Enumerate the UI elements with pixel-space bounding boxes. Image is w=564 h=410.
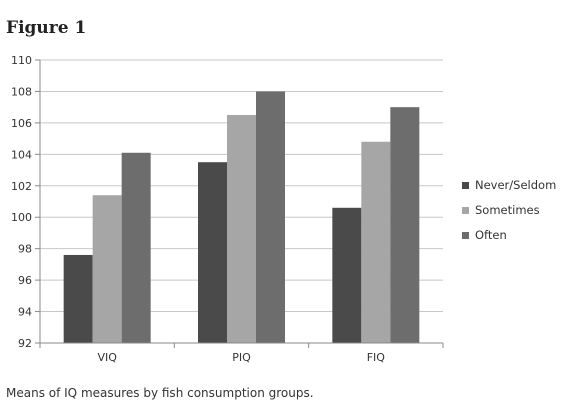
figure-title: Figure 1 [6, 18, 87, 38]
figure-caption: Means of IQ measures by fish consumption… [6, 386, 314, 400]
y-tick-label: 94 [18, 306, 32, 319]
legend-swatch [462, 232, 469, 239]
bar-fiq-often [390, 107, 420, 344]
y-tick-label: 102 [11, 180, 32, 193]
y-axis-ticks: 92 94 96 98 100 102 104 106 108 110 [11, 54, 40, 350]
legend: Never/Seldom Sometimes Often [462, 178, 556, 242]
x-tick-label: FIQ [367, 351, 386, 364]
y-tick-label: 92 [18, 337, 32, 350]
legend-label: Sometimes [475, 203, 540, 217]
axes [39, 60, 443, 344]
x-tick-label: VIQ [97, 351, 117, 364]
y-tick-label: 106 [11, 117, 32, 130]
bar-fiq-never-seldom [332, 207, 362, 343]
y-tick-label: 110 [11, 54, 32, 67]
legend-swatch [462, 182, 469, 189]
y-tick-label: 98 [18, 243, 32, 256]
bar-piq-never-seldom [198, 162, 227, 343]
y-tick-label: 100 [11, 211, 32, 224]
legend-swatch [462, 207, 469, 214]
y-tick-label: 104 [11, 148, 32, 161]
legend-label: Never/Seldom [475, 178, 556, 192]
x-tick-label: PIQ [232, 351, 251, 364]
x-axis-ticks: VIQ PIQ FIQ [39, 343, 444, 364]
bars [63, 91, 420, 344]
bar-viq-never-seldom [63, 254, 93, 343]
bar-viq-often [121, 152, 151, 343]
y-tick-label: 96 [18, 274, 32, 287]
bar-chart: 92 94 96 98 100 102 104 106 108 110 VIQ PIQ FIQ Nev… [11, 54, 556, 364]
bar-viq-sometimes [92, 195, 122, 343]
bar-piq-often [256, 91, 285, 343]
bar-fiq-sometimes [361, 141, 391, 343]
y-tick-label: 108 [11, 85, 32, 98]
legend-label: Often [475, 228, 507, 242]
bar-piq-sometimes [227, 115, 256, 344]
